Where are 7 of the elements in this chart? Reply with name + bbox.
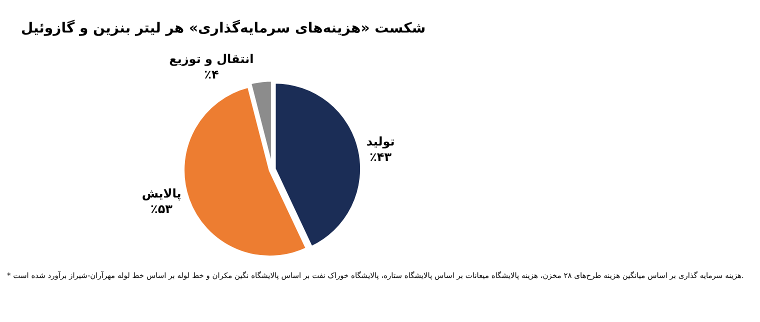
- slice-label: انتقال و توزیع: [169, 52, 254, 66]
- data-label: ٪۵۳: [150, 202, 174, 216]
- slice-label: تولید: [366, 134, 395, 149]
- data-label: ٪۴۳: [370, 150, 392, 164]
- slice-label: پالایش: [142, 186, 182, 200]
- chart-title: شکست «هزینه‌های سرمایه‌گذاری» هر لیتر بنزین و گازوئیل: [20, 19, 426, 36]
- data-label: ٪۴: [204, 67, 219, 82]
